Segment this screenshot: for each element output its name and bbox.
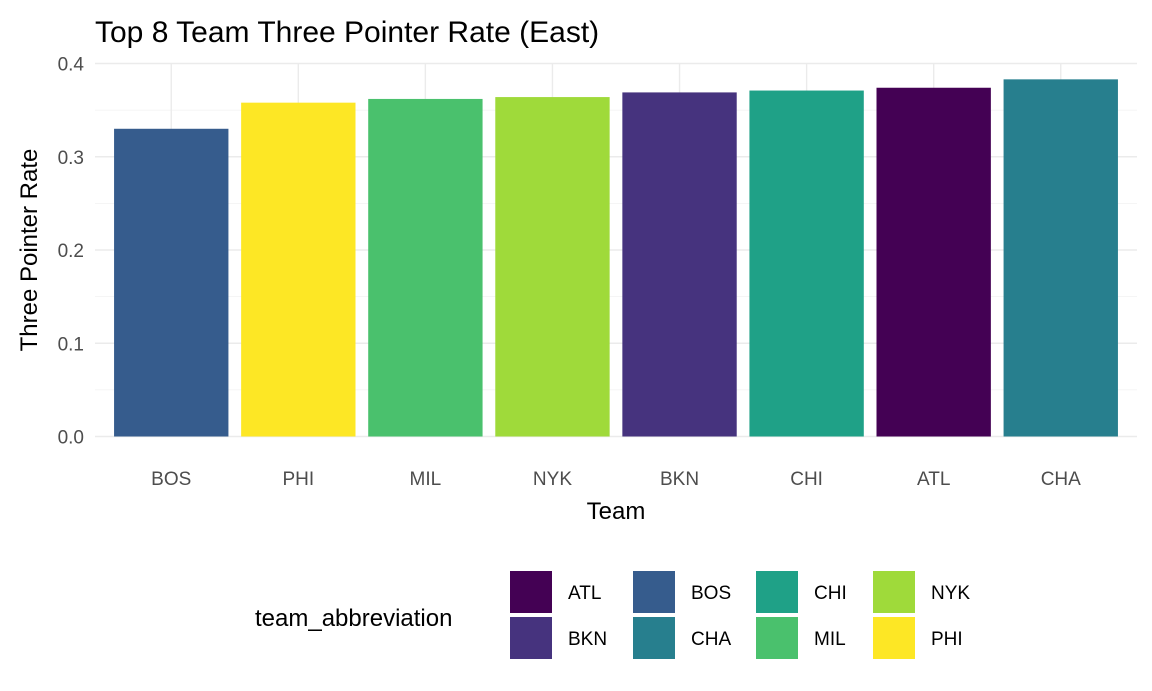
legend-label-atl: ATL [568,583,601,604]
x-tick-label: CHA [1041,469,1081,490]
legend-label-bos: BOS [691,583,731,604]
legend-key-mil [756,617,798,659]
y-tick-label: 0.2 [58,241,84,262]
x-tick-label: PHI [282,469,314,490]
bar-cha [1003,79,1118,437]
bar-chi [749,90,864,437]
legend-title: team_abbreviation [255,605,452,632]
x-tick-label: CHI [790,469,823,490]
x-tick-label: BKN [660,469,699,490]
y-axis-title: Three Pointer Rate [16,149,43,352]
x-axis-title: Team [587,498,646,525]
chart-title: Top 8 Team Three Pointer Rate (East) [95,16,599,49]
legend-key-phi [873,617,915,659]
legend-label-nyk: NYK [931,583,970,604]
y-tick-label: 0.4 [58,55,85,76]
legend: team_abbreviation ATL BKN BOS CHA CHI MIL NYK P… [255,571,970,659]
x-tick-label: BOS [151,469,191,490]
bar-mil [368,98,483,437]
legend-label-phi: PHI [931,629,963,650]
legend-label-chi: CHI [814,583,847,604]
legend-key-bkn [510,617,552,659]
legend-label-bkn: BKN [568,629,607,650]
legend-key-cha [633,617,675,659]
x-tick-label: NYK [533,469,572,490]
legend-key-chi [756,571,798,613]
y-tick-label: 0.0 [58,428,84,449]
bar-atl [876,87,991,437]
legend-label-cha: CHA [691,629,731,650]
bar-phi [241,102,356,437]
y-axis-ticks: 0.0 0.1 0.2 0.3 0.4 [58,55,85,449]
bars [114,79,1118,437]
legend-key-bos [633,571,675,613]
y-tick-label: 0.3 [58,148,84,169]
x-tick-label: ATL [917,469,950,490]
x-tick-label: MIL [410,469,442,490]
x-axis-ticks: BOS PHI MIL NYK BKN CHI ATL CHA [151,469,1081,490]
legend-label-mil: MIL [814,629,846,650]
legend-key-atl [510,571,552,613]
bar-bos [114,128,229,437]
legend-key-nyk [873,571,915,613]
bar-bkn [622,92,737,437]
bar-nyk [495,97,610,437]
y-tick-label: 0.1 [58,334,84,355]
